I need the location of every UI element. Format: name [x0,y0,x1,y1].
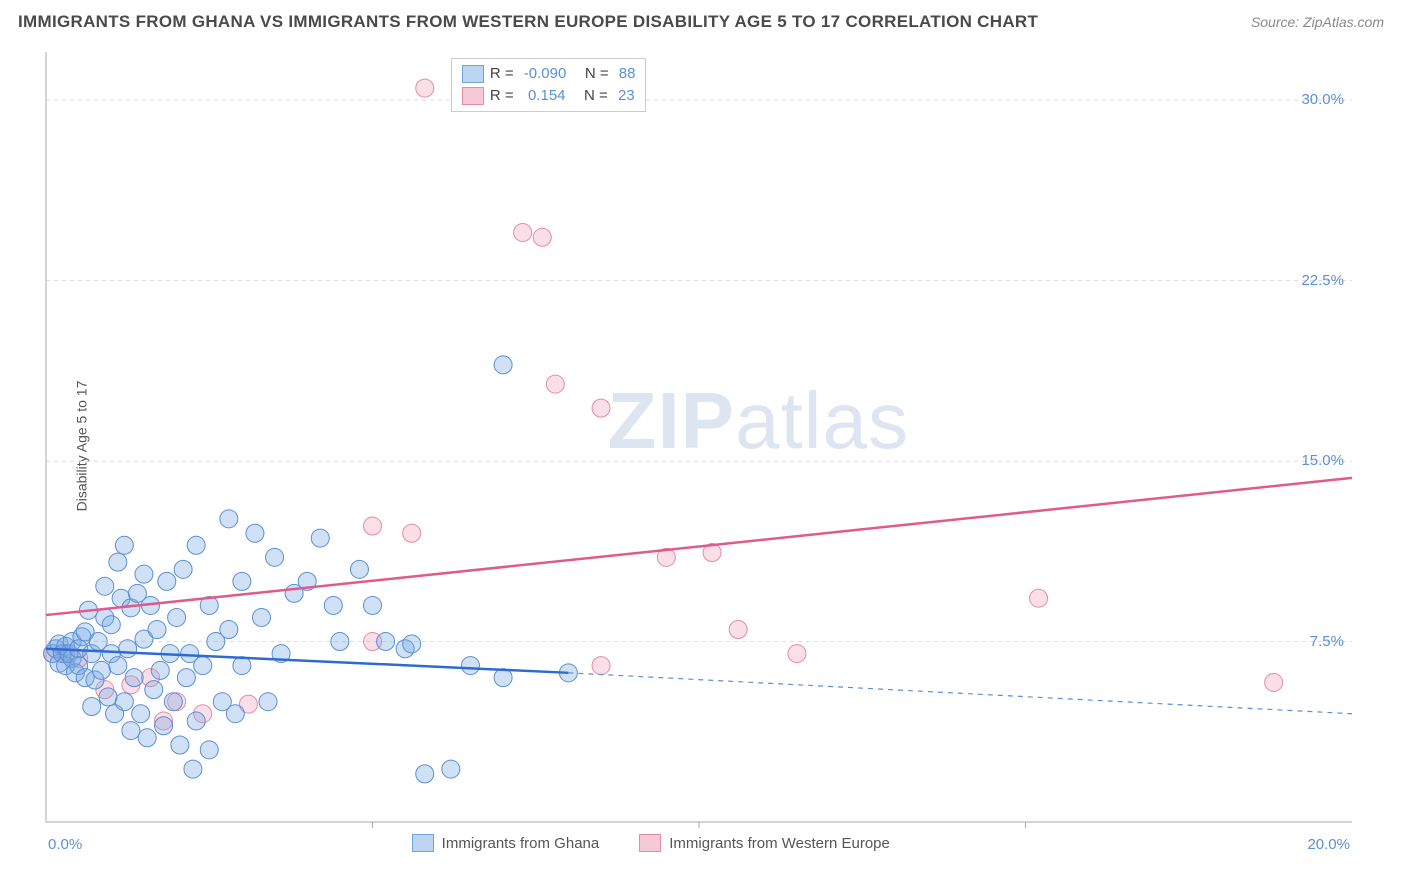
stats-text: N = [572,85,612,107]
legend-label: Immigrants from Western Europe [669,835,890,852]
y-tick-label: 7.5% [1310,633,1344,650]
ghana-r-value: -0.090 [524,63,567,85]
legend-swatch [412,834,434,852]
chart-svg [46,52,1352,822]
x-origin-label: 0.0% [48,836,82,853]
westeu-n-value: 23 [618,85,635,107]
stats-text: N = [572,63,612,85]
y-tick-label: 15.0% [1301,452,1344,469]
westeu-swatch [462,87,484,105]
legend-item: Immigrants from Ghana [412,834,600,852]
series-legend: Immigrants from Ghana Immigrants from Wes… [412,834,890,852]
stats-legend: R = -0.090 N = 88 R = 0.154 N = 23 [451,58,647,112]
x-end-label: 20.0% [1307,836,1350,853]
legend-label: Immigrants from Ghana [442,835,600,852]
ghana-n-value: 88 [619,63,636,85]
legend-swatch [639,834,661,852]
y-tick-label: 30.0% [1301,91,1344,108]
legend-item: Immigrants from Western Europe [639,834,890,852]
plot-area: ZIPatlas R = -0.090 N = 88 R = 0.154 N =… [46,52,1352,822]
chart-title: IMMIGRANTS FROM GHANA VS IMMIGRANTS FROM… [18,12,1038,32]
stats-text: R = [490,85,522,107]
source-label: Source: ZipAtlas.com [1251,14,1384,30]
ghana-swatch [462,65,484,83]
stats-row-ghana: R = -0.090 N = 88 [462,63,636,85]
stats-row-westeu: R = 0.154 N = 23 [462,85,636,107]
y-tick-label: 22.5% [1301,272,1344,289]
westeu-r-value: 0.154 [528,85,566,107]
chart-container: IMMIGRANTS FROM GHANA VS IMMIGRANTS FROM… [0,0,1406,892]
stats-text: R = [490,63,518,85]
